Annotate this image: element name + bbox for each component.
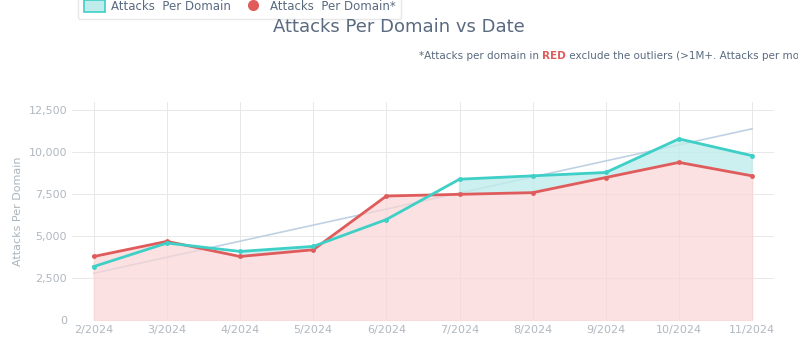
Y-axis label: Attacks Per Domain: Attacks Per Domain bbox=[13, 157, 23, 266]
Text: *Attacks per domain in: *Attacks per domain in bbox=[419, 51, 542, 62]
Text: Attacks Per Domain vs Date: Attacks Per Domain vs Date bbox=[273, 18, 525, 36]
Legend: Attacks  Per Domain, Attacks  Per Domain*: Attacks Per Domain, Attacks Per Domain* bbox=[77, 0, 401, 19]
Text: exclude the outliers (>1M+. Attacks per month): exclude the outliers (>1M+. Attacks per … bbox=[566, 51, 798, 62]
Text: RED: RED bbox=[542, 51, 566, 62]
